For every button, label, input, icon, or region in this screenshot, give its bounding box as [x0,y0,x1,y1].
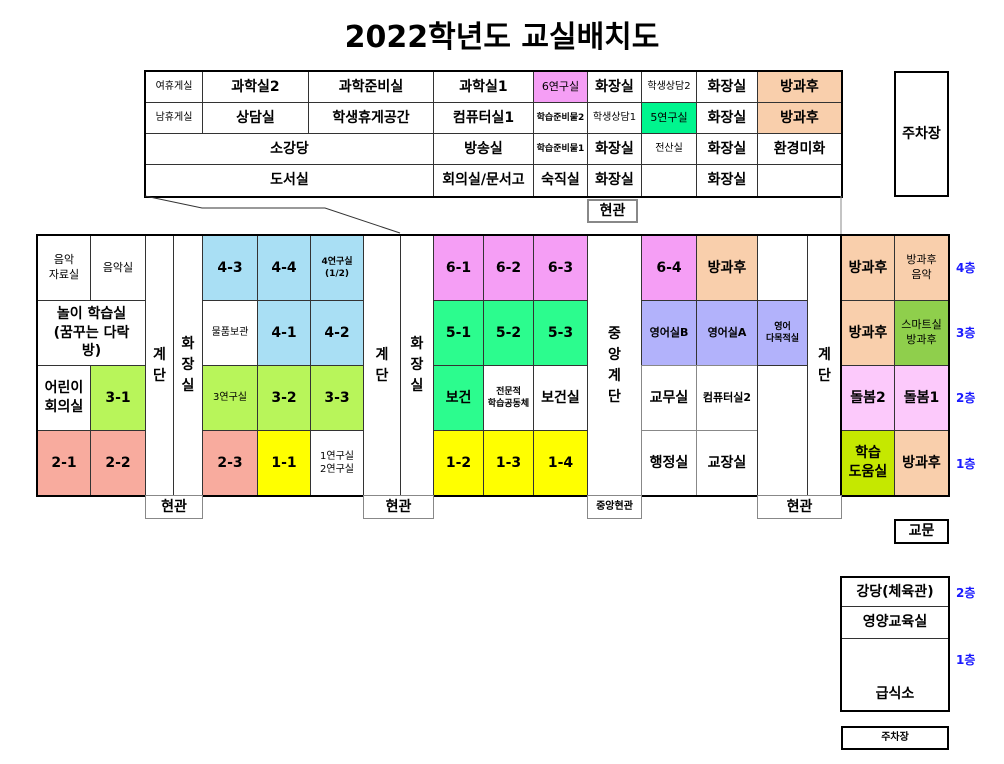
room: 학습준비물1 [533,133,588,165]
room: 물품보관 [202,300,258,366]
parking-lot: 주차장 [894,71,949,197]
room: 2-2 [90,430,146,496]
classroom: 5-1 [433,300,484,366]
room: 영어 다목적실 [757,300,808,366]
floor-label: 1층 [956,457,976,471]
empty-room [641,164,697,197]
room: 전문적 학습공동체 [483,365,534,431]
room: 환경미화 [757,133,842,165]
room: 학습 도움실 [841,430,895,496]
room: 화장실 [696,71,758,103]
classroom: 4-4 [257,235,311,301]
classroom: 5-2 [483,300,534,366]
stairs: 계 단 [363,235,401,496]
room: 화장실 [696,133,758,165]
room: 어린이 회의실 [37,365,91,431]
room: 영어실B [641,300,697,366]
room: 컴퓨터실2 [696,365,758,431]
entrance: 현관 [363,495,434,519]
room: 회의실/문서고 [433,164,534,197]
room: 영양교육실 [841,606,949,639]
stairs: 계 단 [807,235,842,496]
entrance: 현관 [757,495,842,519]
classroom: 2-3 [202,430,258,496]
floor-label: 1층 [956,653,976,667]
room: 남휴게실 [145,102,203,134]
restroom: 화 장 실 [173,235,203,496]
room: 돌봄1 [894,365,949,431]
classroom: 6-2 [483,235,534,301]
classroom: 6-3 [533,235,588,301]
annex-entrance: 현관 [587,199,638,223]
room: 영어실A [696,300,758,366]
classroom: 4-2 [310,300,364,366]
classroom: 1-1 [257,430,311,496]
room: 1연구실 2연구실 [310,430,364,496]
classroom: 1-3 [483,430,534,496]
classroom: 3-3 [310,365,364,431]
room: 학습준비물2 [533,102,588,134]
room: 놀이 학습실 (꿈꾸는 다락 방) [37,300,146,366]
room: 3연구실 [202,365,258,431]
classroom: 4-1 [257,300,311,366]
room: 교무실 [641,365,697,431]
room: 행정실 [641,430,697,496]
room: 돌봄2 [841,365,895,431]
room: 방과후 [696,235,758,301]
classroom: 1-2 [433,430,484,496]
room: 상담실 [202,102,309,134]
classroom: 1-4 [533,430,588,496]
school-gate: 교문 [894,519,949,544]
classroom: 4-3 [202,235,258,301]
room: 보건실 [533,365,588,431]
room: 방과후 [841,300,895,366]
room: 전산실 [641,133,697,165]
room: 음악실 [90,235,146,301]
classroom: 6-4 [641,235,697,301]
room: 화장실 [587,71,642,103]
room: 4연구실 (1/2) [310,235,364,301]
floor-label: 4층 [956,261,976,275]
central-stairs: 중 앙 계 단 [587,235,642,496]
room: 2-1 [37,430,91,496]
room: 교장실 [696,430,758,496]
room: 3-1 [90,365,146,431]
room: 보건 [433,365,484,431]
room: 숙직실 [533,164,588,197]
room: 방과후 [757,102,842,134]
classroom: 5-3 [533,300,588,366]
floor-label: 3층 [956,326,976,340]
floor-label: 2층 [956,586,976,600]
floor-label: 2층 [956,391,976,405]
room: 강당(체육관) [841,577,949,607]
entrance: 현관 [145,495,203,519]
room: 급식소 [841,638,949,711]
empty-room [757,235,808,301]
restroom: 화 장 실 [400,235,434,496]
room: 5연구실 [641,102,697,134]
room: 방송실 [433,133,534,165]
room: 방과후 [894,430,949,496]
classroom: 6-1 [433,235,484,301]
central-entrance: 중앙현관 [587,495,642,519]
room: 스마트실 방과후 [894,300,949,366]
parking-lot-small: 주차장 [841,726,949,750]
room: 화장실 [587,133,642,165]
room: 방과후 음악 [894,235,949,301]
room: 방과후 [841,235,895,301]
room: 학생상담1 [587,102,642,134]
page-title: 2022학년도 교실배치도 [344,20,660,55]
classroom: 3-2 [257,365,311,431]
stairs: 계 단 [145,235,174,496]
empty-room [757,365,808,496]
room: 화장실 [696,102,758,134]
room: 음악 자료실 [37,235,91,301]
